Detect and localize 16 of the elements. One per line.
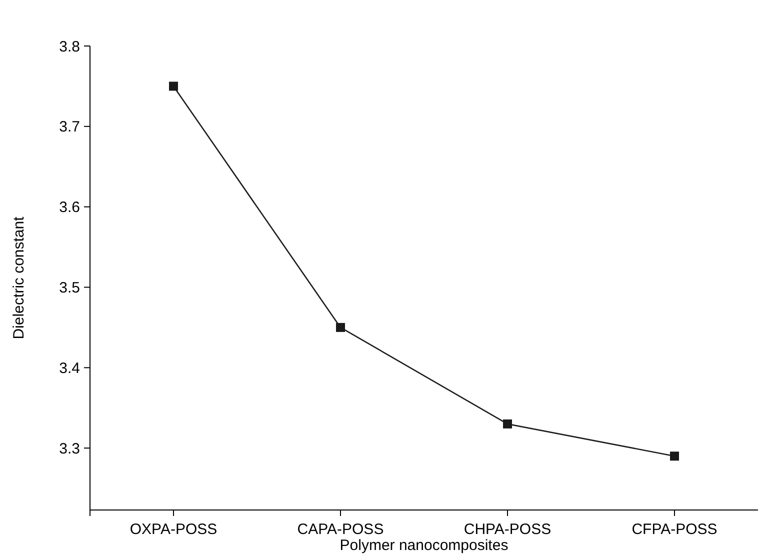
y-tick-label: 3.3 <box>59 440 80 458</box>
x-axis-title: Polymer nanocomposites <box>340 537 508 554</box>
y-tick-label: 3.4 <box>59 360 80 377</box>
x-tick-label: CFPA-POSS <box>632 521 718 538</box>
point <box>336 322 345 332</box>
x-tick-label: OXPA-POSS <box>130 521 218 538</box>
y-axis-title: Dielectric constant <box>10 216 28 340</box>
x-tick-label: CHPA-POSS <box>464 521 552 538</box>
y-tick-label: 3.6 <box>59 199 80 216</box>
y-tick-label: 3.7 <box>59 118 80 136</box>
point <box>670 452 679 461</box>
point <box>169 82 178 91</box>
y-tick-label: 3.8 <box>59 38 80 56</box>
y-tick-label: 3.5 <box>59 280 80 296</box>
point <box>503 419 512 428</box>
x-tick-label: CAPA-POSS <box>297 521 384 538</box>
